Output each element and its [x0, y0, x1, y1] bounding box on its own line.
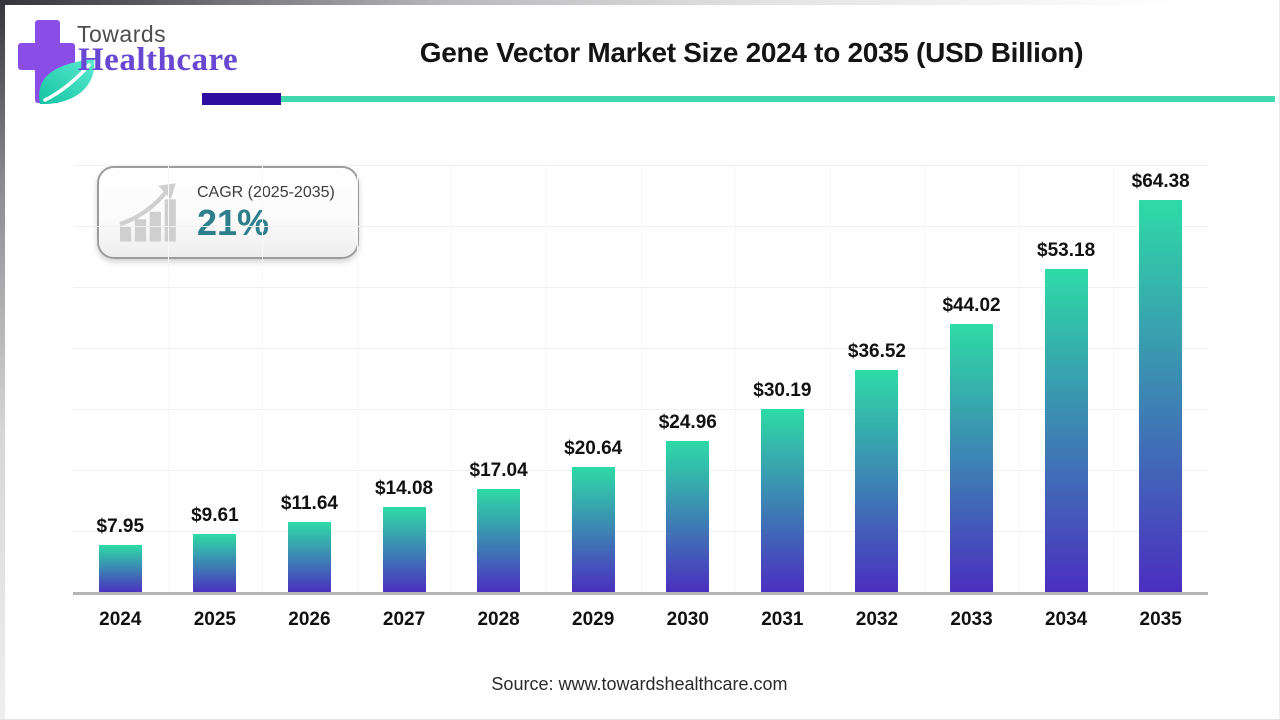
bar-2026	[287, 522, 331, 593]
x-axis-label-2031: 2031	[761, 609, 804, 630]
bar-2027	[382, 507, 426, 593]
bar-2024	[98, 544, 142, 593]
bar-value-label: $24.96	[658, 411, 717, 433]
vertical-gridline	[262, 166, 264, 593]
bar-2030	[666, 440, 710, 593]
vertical-gridline	[640, 166, 642, 593]
bar-value-label: $30.19	[753, 379, 812, 401]
bar-value-label: $53.18	[1037, 239, 1096, 261]
x-axis-label-2035: 2035	[1139, 609, 1182, 630]
bar-2025	[193, 534, 237, 593]
bar-2032	[855, 370, 899, 593]
vertical-gridline	[167, 166, 169, 593]
logo-text-towards: Towards	[77, 21, 167, 47]
x-axis-label-2028: 2028	[477, 609, 520, 630]
source-attribution: Source: www.towardshealthcare.com	[491, 674, 788, 694]
bar-value-label: $7.95	[96, 515, 145, 537]
bar-value-label: $14.08	[374, 478, 434, 500]
vertical-gridline	[924, 166, 926, 593]
bar-2034	[1044, 268, 1088, 593]
bar-chart-plot-area: $7.95 2024 $9.61 2025 $11.64 2026 $14.08 2027 $1…	[73, 165, 1208, 630]
screenshot-left-edge	[0, 0, 5, 719]
bar-value-label: $64.38	[1131, 171, 1190, 193]
logo-text-healthcare: Healthcare	[78, 42, 239, 78]
vertical-gridline	[735, 166, 737, 593]
x-axis-label-2024: 2024	[99, 609, 142, 630]
bar-value-label: $20.64	[564, 438, 623, 460]
x-axis-label-2026: 2026	[288, 609, 331, 630]
vertical-gridline	[545, 166, 547, 593]
bar-value-label: $36.52	[847, 341, 906, 363]
page-title: Gene Vector Market Size 2024 to 2035 (US…	[419, 37, 1084, 68]
x-axis-line	[73, 592, 1208, 595]
vertical-gridline	[451, 166, 453, 593]
bar-2028	[477, 489, 521, 593]
gridline-70	[73, 165, 1208, 166]
bar-2031	[760, 408, 804, 593]
bar-value-label: $44.02	[942, 295, 1001, 317]
x-axis-label-2032: 2032	[855, 609, 899, 630]
x-axis-label-2034: 2034	[1044, 609, 1088, 630]
x-axis-label-2029: 2029	[572, 609, 615, 630]
header-rule-teal	[281, 96, 1275, 102]
x-axis-label-2033: 2033	[950, 609, 993, 630]
vertical-gridline	[829, 166, 831, 593]
bar-2035	[1139, 200, 1183, 593]
screenshot-top-edge	[0, 0, 1279, 5]
vertical-gridline	[1113, 166, 1115, 593]
bar-2033	[950, 324, 994, 593]
header-rule-indigo	[202, 93, 281, 105]
bar-value-label: $9.61	[191, 505, 239, 527]
bar-2029	[571, 467, 615, 593]
vertical-gridline	[1018, 166, 1020, 593]
x-axis-label-2027: 2027	[382, 609, 426, 630]
vertical-gridline	[356, 166, 358, 593]
towards-healthcare-logo-icon	[18, 20, 95, 105]
x-axis-label-2025: 2025	[193, 609, 236, 630]
bar-value-label: $11.64	[280, 493, 338, 514]
cagr-value: 21%	[197, 201, 270, 243]
bar-value-label: $17.04	[469, 460, 528, 482]
cagr-label: CAGR (2025-2035)	[197, 183, 335, 201]
x-axis-label-2030: 2030	[666, 609, 709, 630]
